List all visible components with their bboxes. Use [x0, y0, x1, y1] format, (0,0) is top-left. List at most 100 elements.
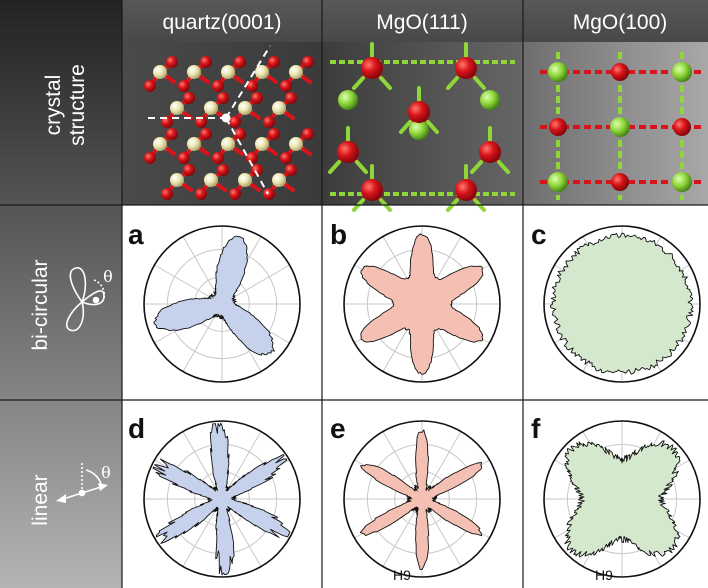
bond — [301, 147, 312, 156]
atom — [246, 152, 258, 164]
bond — [267, 147, 278, 156]
atom — [263, 116, 275, 128]
atom — [161, 188, 173, 200]
mgo111-crystal-structure — [328, 42, 515, 212]
atom — [548, 172, 568, 192]
row-label-text: linear — [29, 474, 52, 525]
bond — [301, 75, 312, 84]
atom — [285, 164, 297, 176]
atom — [251, 164, 263, 176]
panel-letter: d — [128, 413, 145, 444]
atom — [338, 90, 358, 110]
atom — [187, 65, 201, 79]
atom — [170, 173, 184, 187]
bond — [470, 160, 483, 174]
atom — [234, 56, 246, 68]
symmetry-center — [221, 113, 231, 123]
bond — [233, 147, 244, 156]
bond — [328, 160, 341, 174]
column-header-3: MgO(100) — [573, 11, 668, 34]
row-label-text: bi-circular — [29, 259, 52, 350]
polar-frame — [343, 420, 501, 578]
column-header-label: MgO(111) — [376, 11, 467, 34]
row-label-linear: linear — [29, 474, 52, 525]
atom — [549, 118, 567, 136]
atom — [153, 137, 167, 151]
polar-frame — [543, 420, 701, 578]
atom — [268, 56, 280, 68]
harmonic-label: H9 — [595, 567, 613, 583]
atom — [280, 80, 292, 92]
atom — [285, 92, 297, 104]
atom — [170, 101, 184, 115]
polar-data-shape — [152, 422, 291, 576]
row-label-line-2: structure — [66, 64, 89, 146]
atom — [238, 101, 252, 115]
polar-panel-d: d — [128, 413, 301, 578]
atom — [178, 80, 190, 92]
atom — [217, 92, 229, 104]
bond — [426, 120, 439, 134]
atom — [289, 137, 303, 151]
atom — [272, 101, 286, 115]
atom — [289, 65, 303, 79]
polar-data-shape — [549, 232, 694, 375]
bond — [233, 75, 244, 84]
polar-frame — [343, 225, 501, 383]
atom — [144, 152, 156, 164]
bond — [216, 183, 227, 192]
atom — [204, 173, 218, 187]
atom — [183, 92, 195, 104]
polar-panel-b: b — [330, 219, 501, 383]
panel-letter: b — [330, 219, 347, 250]
polar-frame — [143, 420, 301, 578]
bond — [446, 76, 459, 90]
atom — [144, 80, 156, 92]
atom — [272, 173, 286, 187]
atom — [178, 152, 190, 164]
atom — [611, 63, 629, 81]
atom — [246, 80, 258, 92]
bond — [355, 160, 368, 174]
atom — [166, 56, 178, 68]
atom — [229, 188, 241, 200]
column-header-label: MgO(100) — [573, 11, 668, 34]
polar-panel-e: e H9 — [330, 413, 501, 583]
atom — [302, 56, 314, 68]
atom — [221, 137, 235, 151]
panel-letter: e — [330, 413, 346, 444]
atom — [409, 120, 429, 140]
atom — [187, 137, 201, 151]
atom — [548, 62, 568, 82]
atom — [408, 101, 430, 123]
atom — [337, 141, 359, 163]
bond — [199, 147, 210, 156]
atom — [611, 173, 629, 191]
atom — [255, 137, 269, 151]
bicircular-angle-symbol: θ — [103, 267, 113, 286]
linear-angle-symbol: θ — [101, 463, 111, 482]
atom — [217, 164, 229, 176]
atom — [361, 179, 383, 201]
polar-panel-a: a — [128, 219, 301, 383]
row-label-bi-circular: bi-circular — [29, 259, 52, 350]
atom — [212, 152, 224, 164]
row-label-line-1: crystal — [42, 75, 65, 136]
atom — [479, 141, 501, 163]
quartz-crystal-structure — [144, 45, 314, 200]
atom — [153, 65, 167, 79]
column-header-2: MgO(111) — [376, 11, 467, 34]
linear-field-icon — [56, 462, 108, 503]
bond — [250, 111, 261, 120]
atom — [302, 128, 314, 140]
bond — [352, 76, 365, 90]
atom — [221, 65, 235, 79]
atom — [672, 62, 692, 82]
polar-frame — [543, 225, 701, 383]
mgo100-crystal-structure — [540, 52, 705, 200]
atom — [251, 92, 263, 104]
row-label-crystal-structure: crystal structure — [42, 64, 89, 146]
atom — [212, 80, 224, 92]
bond — [182, 183, 193, 192]
